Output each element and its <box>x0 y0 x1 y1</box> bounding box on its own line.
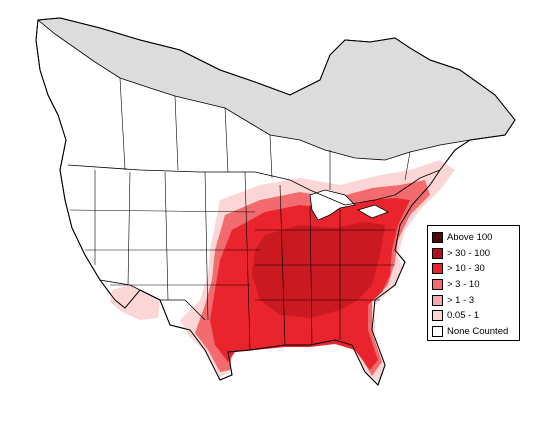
legend-item: > 1 - 3 <box>432 292 519 308</box>
legend-label: None Counted <box>447 325 509 337</box>
legend-swatch <box>432 232 443 244</box>
legend-item: > 10 - 30 <box>432 261 519 277</box>
legend-swatch <box>432 263 443 275</box>
admin-boundaries <box>69 77 411 351</box>
abundance-zone-core <box>252 222 385 318</box>
legend-swatch <box>432 279 443 291</box>
legend-label: Above 100 <box>447 232 493 244</box>
legend-label: > 1 - 3 <box>447 294 475 306</box>
legend-swatch <box>432 294 443 306</box>
legend-label: 0.05 - 1 <box>447 310 480 322</box>
legend-item: > 30 - 100 <box>432 246 519 262</box>
us-canada-border <box>67 164 441 206</box>
legend-swatch <box>432 247 443 259</box>
us-mexico-border <box>99 279 206 321</box>
legend-label: > 30 - 100 <box>447 247 491 259</box>
coastline <box>35 17 516 386</box>
legend-swatch <box>432 325 443 337</box>
legend-label: > 10 - 30 <box>447 263 485 275</box>
legend-item: > 3 - 10 <box>432 277 519 293</box>
legend-swatch <box>432 310 443 322</box>
legend-label: > 3 - 10 <box>447 279 480 291</box>
legend-item: 0.05 - 1 <box>432 308 519 324</box>
legend-item: Above 100 <box>432 230 519 246</box>
legend-item: None Counted <box>432 324 519 340</box>
great-lakes <box>309 189 389 221</box>
legend: Above 100 > 30 - 100 > 10 - 30 > 3 - 10 > 1 … <box>427 225 520 341</box>
